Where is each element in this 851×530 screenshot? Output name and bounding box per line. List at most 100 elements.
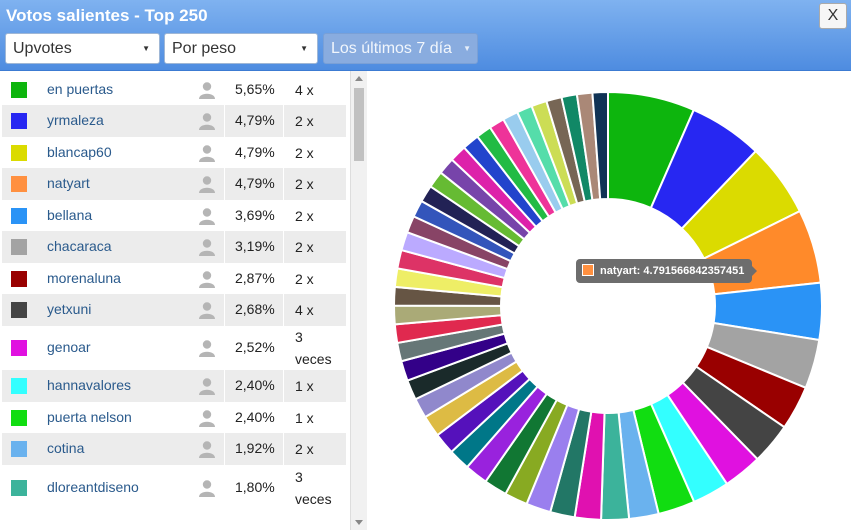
- color-swatch: [11, 340, 27, 356]
- list-item[interactable]: bellana 3,69% 2 x: [2, 200, 346, 231]
- voter-list[interactable]: en puertas 5,65% 4 x yrmaleza 4,79% 2 x blanca…: [0, 71, 350, 530]
- scroll-up-arrow-icon[interactable]: [355, 76, 363, 81]
- vote-count: 2 x: [295, 270, 314, 287]
- list-item[interactable]: dloreantdiseno 1,80% 3 veces: [2, 465, 346, 510]
- column-divider: [283, 263, 284, 294]
- user-icon[interactable]: [198, 238, 216, 256]
- user-icon[interactable]: [198, 207, 216, 225]
- color-swatch: [11, 176, 27, 192]
- vote-percent: 2,68%: [235, 301, 275, 317]
- vote-count: 3 veces: [295, 329, 332, 367]
- vote-percent: 3,19%: [235, 238, 275, 254]
- list-scrollbar[interactable]: [350, 71, 367, 530]
- vote-count: 1 x: [295, 378, 314, 394]
- donut-chart: [392, 90, 823, 521]
- user-icon[interactable]: [198, 112, 216, 130]
- voter-name-link[interactable]: puerta nelson: [47, 408, 132, 425]
- voter-name-link[interactable]: bellana: [47, 206, 93, 223]
- vote-count: 3 veces: [295, 468, 332, 507]
- column-divider: [224, 465, 225, 510]
- voter-name-link[interactable]: dloreantdiseno: [47, 478, 139, 495]
- tooltip-color-swatch: [582, 264, 594, 276]
- list-item[interactable]: cotina 1,92% 2 x: [2, 433, 346, 465]
- voter-name-link[interactable]: en puertas: [47, 80, 114, 97]
- donut-chart-panel: [367, 71, 851, 530]
- vote-count: 2 x: [295, 207, 314, 224]
- list-item[interactable]: hannavalores 2,40% 1 x: [2, 370, 346, 402]
- list-item[interactable]: blancap60 4,79% 2 x: [2, 137, 346, 168]
- vote-percent: 2,52%: [235, 339, 275, 355]
- vote-percent: 5,65%: [235, 80, 275, 97]
- user-icon[interactable]: [198, 479, 216, 497]
- user-icon[interactable]: [198, 144, 216, 162]
- donut-slice[interactable]: [591, 90, 609, 201]
- list-item[interactable]: yrmaleza 4,79% 2 x: [2, 105, 346, 137]
- scroll-thumb[interactable]: [354, 88, 364, 161]
- column-divider: [224, 326, 225, 370]
- voter-name-link[interactable]: genoar: [47, 339, 91, 355]
- column-divider: [283, 105, 284, 137]
- column-divider: [224, 74, 225, 105]
- user-icon[interactable]: [198, 377, 216, 395]
- color-swatch: [11, 144, 27, 161]
- list-item[interactable]: yetxuni 2,68% 4 x: [2, 294, 346, 326]
- voter-name-link[interactable]: yetxuni: [47, 301, 92, 317]
- voter-name-link[interactable]: hannavalores: [47, 377, 132, 393]
- column-divider: [283, 433, 284, 465]
- color-swatch: [11, 409, 27, 426]
- voter-name-link[interactable]: yrmaleza: [47, 112, 104, 128]
- list-item[interactable]: en puertas 5,65% 4 x: [2, 74, 346, 105]
- sort-select[interactable]: Por peso ▼: [164, 33, 318, 64]
- column-divider: [283, 200, 284, 231]
- column-divider: [224, 231, 225, 263]
- column-divider: [283, 137, 284, 168]
- user-icon[interactable]: [198, 440, 216, 458]
- voter-name-link[interactable]: cotina: [47, 440, 85, 456]
- voter-name-link[interactable]: chacaraca: [47, 238, 112, 254]
- user-icon[interactable]: [198, 339, 216, 357]
- user-icon[interactable]: [198, 301, 216, 319]
- color-swatch: [11, 302, 27, 318]
- period-select-value: Los últimos 7 día: [331, 40, 452, 57]
- column-divider: [283, 370, 284, 402]
- color-swatch: [11, 239, 27, 255]
- column-divider: [224, 294, 225, 326]
- color-swatch: [11, 113, 27, 129]
- column-divider: [224, 433, 225, 465]
- sort-select-value: Por peso: [172, 40, 237, 57]
- list-item[interactable]: genoar 2,52% 3 veces: [2, 326, 346, 370]
- metric-select-value: Upvotes: [13, 40, 72, 57]
- color-swatch: [11, 81, 27, 98]
- column-divider: [224, 137, 225, 168]
- vote-percent: 2,87%: [235, 269, 275, 286]
- list-item[interactable]: chacaraca 3,19% 2 x: [2, 231, 346, 263]
- period-select[interactable]: Los últimos 7 día ▼: [323, 33, 478, 64]
- color-swatch: [11, 270, 27, 287]
- vote-count: 1 x: [295, 409, 314, 426]
- close-button[interactable]: X: [819, 3, 847, 29]
- column-divider: [224, 105, 225, 137]
- color-swatch: [11, 479, 27, 496]
- list-item[interactable]: morenaluna 2,87% 2 x: [2, 263, 346, 294]
- scroll-down-arrow-icon[interactable]: [355, 520, 363, 525]
- vote-count: 2 x: [295, 113, 314, 129]
- voter-name-link[interactable]: natyart: [47, 175, 90, 191]
- chevron-down-icon: ▼: [463, 44, 471, 53]
- column-divider: [224, 200, 225, 231]
- column-divider: [283, 465, 284, 510]
- window-header: Votos salientes - Top 250 X Upvotes ▼ Po…: [0, 0, 851, 71]
- voter-name-link[interactable]: blancap60: [47, 143, 112, 160]
- user-icon[interactable]: [198, 81, 216, 99]
- metric-select[interactable]: Upvotes ▼: [5, 33, 160, 64]
- tooltip-arrow: [752, 266, 758, 276]
- chevron-down-icon: ▼: [142, 44, 150, 53]
- list-item[interactable]: puerta nelson 2,40% 1 x: [2, 402, 346, 433]
- voter-name-link[interactable]: morenaluna: [47, 269, 121, 286]
- user-icon[interactable]: [198, 270, 216, 288]
- list-item[interactable]: natyart 4,79% 2 x: [2, 168, 346, 200]
- user-icon[interactable]: [198, 409, 216, 427]
- color-swatch: [11, 207, 27, 224]
- vote-percent: 1,92%: [235, 440, 275, 456]
- user-icon[interactable]: [198, 175, 216, 193]
- column-divider: [224, 370, 225, 402]
